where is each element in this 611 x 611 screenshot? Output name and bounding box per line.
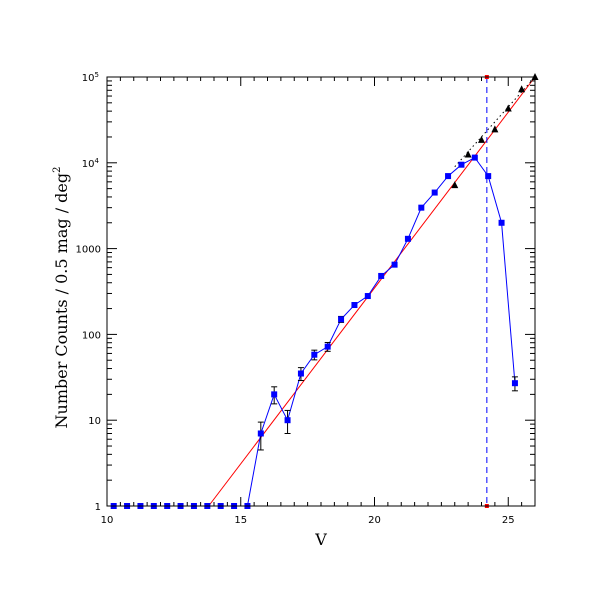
- y-tick-label: 100: [82, 330, 101, 341]
- y-tick-label: 1: [95, 502, 101, 513]
- data-point-triangle: [451, 181, 459, 189]
- y-axis-label-superscript: 2: [52, 167, 63, 173]
- data-point-square: [445, 173, 452, 180]
- x-axis-label: V: [314, 530, 327, 549]
- data-point-triangle: [464, 150, 472, 158]
- data-point-square: [351, 302, 358, 309]
- data-point-triangle: [504, 104, 512, 112]
- y-tick-label: 104: [82, 157, 100, 170]
- data-point-triangle: [518, 85, 526, 93]
- data-point-triangle: [478, 135, 485, 143]
- y-tick-label-base: 10: [82, 159, 95, 170]
- y-tick-label: 1000: [76, 245, 101, 256]
- y-tick-label: 10: [88, 416, 101, 427]
- data-point-square: [364, 293, 371, 300]
- x-tick-label: 10: [101, 515, 114, 526]
- fit-line: [208, 76, 536, 507]
- data-point-square: [485, 173, 492, 180]
- data-point-square: [418, 204, 425, 211]
- y-tick-label-base: 10: [82, 73, 95, 84]
- y-tick-label-exponent: 4: [95, 157, 100, 165]
- y-tick-label: 105: [82, 71, 99, 84]
- data-point-square: [498, 219, 505, 226]
- y-axis-label-text: Number Counts / 0.5 mag / deg: [52, 173, 71, 429]
- data-point-triangle: [491, 125, 499, 133]
- plot-frame: [106, 76, 536, 507]
- data-point-square: [271, 391, 278, 398]
- data-point-square: [431, 189, 438, 196]
- series-line: [113, 156, 516, 507]
- y-axis-label-group: Number Counts / 0.5 mag / deg2: [52, 167, 71, 429]
- data-point-square: [378, 272, 385, 279]
- y-tick-label-exponent: 5: [95, 71, 99, 79]
- fit-lines-layer: [208, 75, 536, 508]
- data-point-square: [391, 261, 398, 268]
- y-axis-label: Number Counts / 0.5 mag / deg2: [52, 167, 71, 429]
- data-point-square: [297, 370, 304, 377]
- data-point-square: [257, 430, 264, 437]
- data-point-square: [404, 235, 411, 242]
- data-point-square: [338, 316, 345, 323]
- data-point-square: [471, 154, 478, 161]
- data-point-square: [511, 380, 518, 387]
- data-point-square: [458, 161, 465, 168]
- data-point-square: [311, 351, 318, 358]
- x-tick-label: 15: [234, 515, 247, 526]
- x-tick-label: 20: [368, 515, 381, 526]
- series-layer: [110, 73, 539, 509]
- x-tick-label: 25: [502, 515, 515, 526]
- data-point-square: [284, 417, 291, 424]
- data-point-square: [324, 343, 331, 350]
